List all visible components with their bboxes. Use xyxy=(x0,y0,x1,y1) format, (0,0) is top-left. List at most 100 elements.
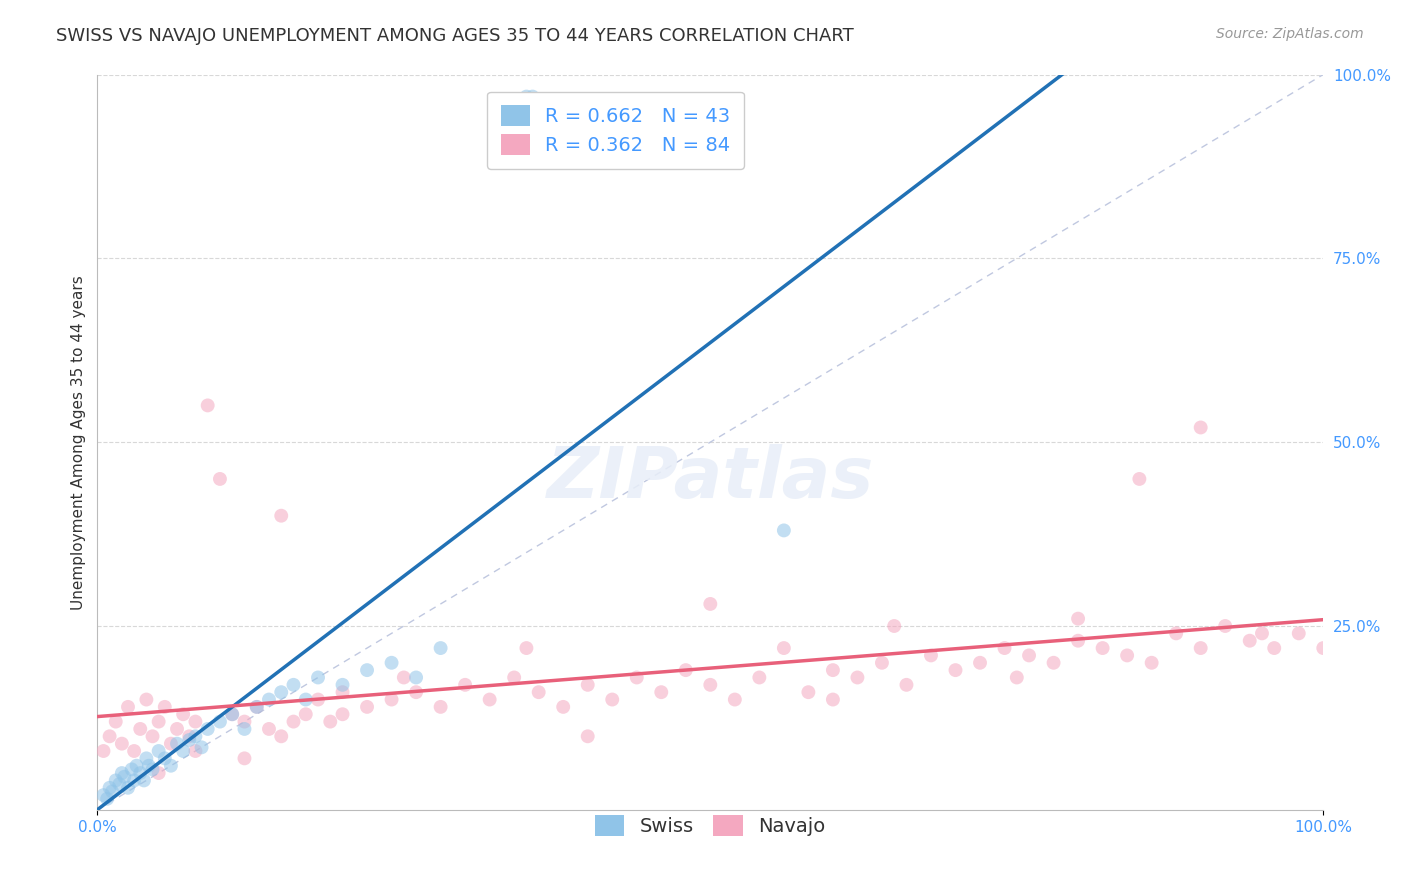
Point xyxy=(870,656,893,670)
Point xyxy=(208,472,231,486)
Point xyxy=(246,699,269,714)
Point xyxy=(184,714,207,729)
Point xyxy=(138,758,160,772)
Point xyxy=(429,699,451,714)
Point xyxy=(307,692,329,706)
Point xyxy=(626,671,648,685)
Point xyxy=(503,671,526,685)
Point xyxy=(135,751,157,765)
Point xyxy=(246,699,269,714)
Point xyxy=(179,729,201,743)
Point xyxy=(96,792,118,806)
Point xyxy=(1189,420,1212,434)
Point xyxy=(283,714,305,729)
Point xyxy=(1213,619,1236,633)
Point xyxy=(270,508,292,523)
Point xyxy=(294,707,316,722)
Point xyxy=(896,678,918,692)
Point xyxy=(197,722,219,736)
Point xyxy=(821,663,844,677)
Point xyxy=(108,777,131,791)
Point xyxy=(454,678,477,692)
Point xyxy=(104,773,127,788)
Point xyxy=(1005,671,1028,685)
Point xyxy=(129,722,152,736)
Point xyxy=(405,685,427,699)
Point xyxy=(307,671,329,685)
Point xyxy=(104,714,127,729)
Point xyxy=(332,707,354,722)
Text: Source: ZipAtlas.com: Source: ZipAtlas.com xyxy=(1216,27,1364,41)
Point xyxy=(122,773,145,788)
Point xyxy=(392,671,415,685)
Point xyxy=(405,671,427,685)
Point xyxy=(522,89,544,103)
Point xyxy=(797,685,820,699)
Point xyxy=(1288,626,1310,640)
Point xyxy=(332,678,354,692)
Point xyxy=(1140,656,1163,670)
Point xyxy=(1067,633,1090,648)
Point xyxy=(1018,648,1040,663)
Point xyxy=(117,699,139,714)
Point xyxy=(600,692,623,706)
Point xyxy=(1116,648,1139,663)
Point xyxy=(1189,641,1212,656)
Point xyxy=(773,641,796,656)
Point xyxy=(945,663,967,677)
Point xyxy=(883,619,905,633)
Point xyxy=(233,714,256,729)
Point xyxy=(270,729,292,743)
Point xyxy=(650,685,672,699)
Point xyxy=(190,740,212,755)
Text: SWISS VS NAVAJO UNEMPLOYMENT AMONG AGES 35 TO 44 YEARS CORRELATION CHART: SWISS VS NAVAJO UNEMPLOYMENT AMONG AGES … xyxy=(56,27,853,45)
Point xyxy=(98,729,121,743)
Point xyxy=(148,744,170,758)
Point xyxy=(846,671,869,685)
Point xyxy=(166,737,188,751)
Point xyxy=(576,729,599,743)
Point xyxy=(141,729,163,743)
Legend: Swiss, Navajo: Swiss, Navajo xyxy=(588,807,834,844)
Point xyxy=(1091,641,1114,656)
Point xyxy=(381,656,404,670)
Point xyxy=(208,714,231,729)
Point xyxy=(920,648,942,663)
Point xyxy=(166,722,188,736)
Point xyxy=(141,763,163,777)
Point xyxy=(283,678,305,692)
Point xyxy=(724,692,747,706)
Point xyxy=(117,780,139,795)
Point xyxy=(257,692,280,706)
Point xyxy=(233,722,256,736)
Point xyxy=(515,641,537,656)
Point xyxy=(1312,641,1334,656)
Point xyxy=(221,707,243,722)
Point xyxy=(135,692,157,706)
Point xyxy=(184,729,207,743)
Point xyxy=(1166,626,1188,640)
Point xyxy=(111,766,134,780)
Point xyxy=(1239,633,1261,648)
Point xyxy=(125,758,148,772)
Point xyxy=(1128,472,1150,486)
Point xyxy=(429,641,451,656)
Point xyxy=(111,737,134,751)
Point xyxy=(576,678,599,692)
Point xyxy=(93,788,115,802)
Point xyxy=(172,744,194,758)
Point xyxy=(699,678,721,692)
Point xyxy=(1263,641,1285,656)
Point xyxy=(257,722,280,736)
Point xyxy=(112,770,135,784)
Point xyxy=(129,766,152,780)
Point xyxy=(98,780,121,795)
Point xyxy=(160,758,183,772)
Point xyxy=(773,524,796,538)
Point xyxy=(132,773,155,788)
Point xyxy=(184,744,207,758)
Point xyxy=(969,656,991,670)
Point xyxy=(197,398,219,412)
Point xyxy=(153,751,176,765)
Point xyxy=(148,766,170,780)
